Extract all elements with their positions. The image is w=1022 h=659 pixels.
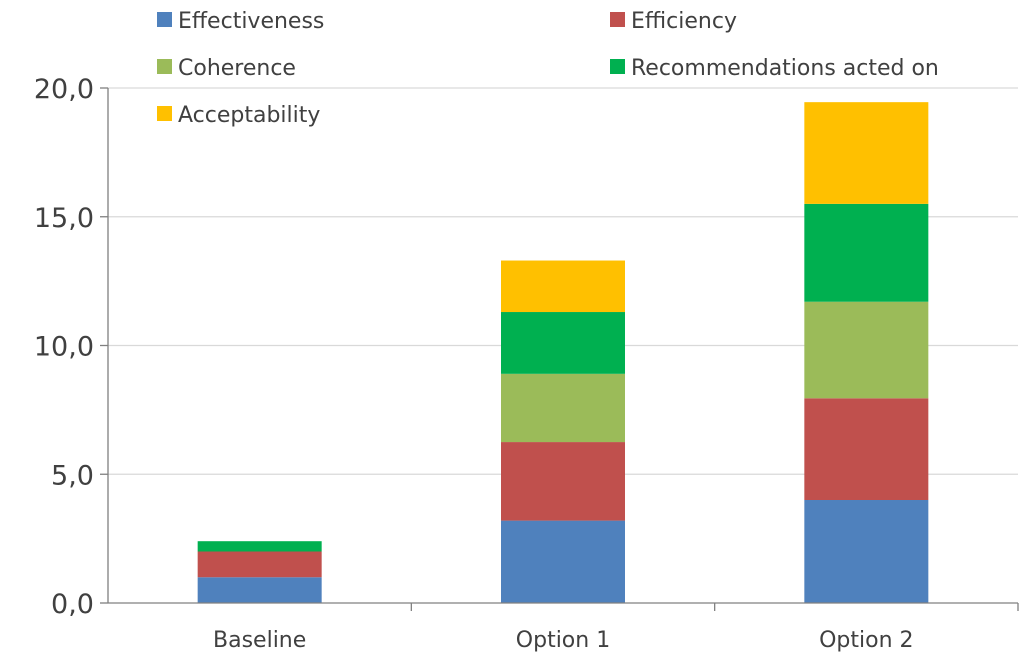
bar-segment-coherence-option-1 xyxy=(501,373,625,443)
legend-label: Recommendations acted on xyxy=(631,56,939,81)
y-tick-label: 0,0 xyxy=(51,589,94,620)
legend-label: Efficiency xyxy=(631,9,737,34)
bar-segment-effectiveness-baseline xyxy=(197,577,322,603)
legend-item-acceptability: Acceptability xyxy=(157,103,320,128)
legend-item-coherence: Coherence xyxy=(157,56,296,81)
legend-swatch xyxy=(157,106,172,121)
x-tick-label: Baseline xyxy=(213,628,306,653)
bar-segment-effectiveness-option-1 xyxy=(501,520,625,603)
legend-label: Coherence xyxy=(178,56,296,81)
y-tick-label: 5,0 xyxy=(51,460,94,491)
bars xyxy=(197,102,929,603)
legend-swatch xyxy=(610,12,625,27)
legend-label: Acceptability xyxy=(178,103,320,128)
bar-segment-efficiency-option-1 xyxy=(501,442,625,521)
y-tick-label: 10,0 xyxy=(34,332,94,363)
bar-segment-acceptability-option-1 xyxy=(501,260,625,313)
legend-item-recommendations-acted-on: Recommendations acted on xyxy=(610,56,939,81)
bar-segment-efficiency-option-2 xyxy=(804,398,929,500)
legend-item-efficiency: Efficiency xyxy=(610,9,737,34)
bar-segment-recommendations-acted-on-option-1 xyxy=(501,312,625,374)
x-tick-label: Option 1 xyxy=(516,628,610,653)
bar-segment-coherence-option-2 xyxy=(804,301,929,399)
bar-segment-recommendations-acted-on-option-2 xyxy=(804,203,929,302)
x-tick-label: Option 2 xyxy=(819,628,913,653)
legend-label: Effectiveness xyxy=(178,9,324,34)
bar-segment-effectiveness-option-2 xyxy=(804,500,929,603)
y-tick-label: 20,0 xyxy=(34,74,94,105)
bar-segment-efficiency-baseline xyxy=(197,551,322,578)
bar-segment-recommendations-acted-on-baseline xyxy=(197,541,322,552)
legend-swatch xyxy=(157,59,172,74)
legend-item-effectiveness: Effectiveness xyxy=(157,9,324,34)
bar-segment-acceptability-option-2 xyxy=(804,102,929,204)
axes: 0,0 5,0 10,0 15,0 20,0 Baseline Option 1 Option… xyxy=(34,74,1019,653)
legend-swatch xyxy=(610,59,625,74)
legend-swatch xyxy=(157,12,172,27)
legend: Effectiveness Efficiency Coherence Recommen… xyxy=(157,9,939,128)
y-tick-label: 15,0 xyxy=(34,203,94,234)
